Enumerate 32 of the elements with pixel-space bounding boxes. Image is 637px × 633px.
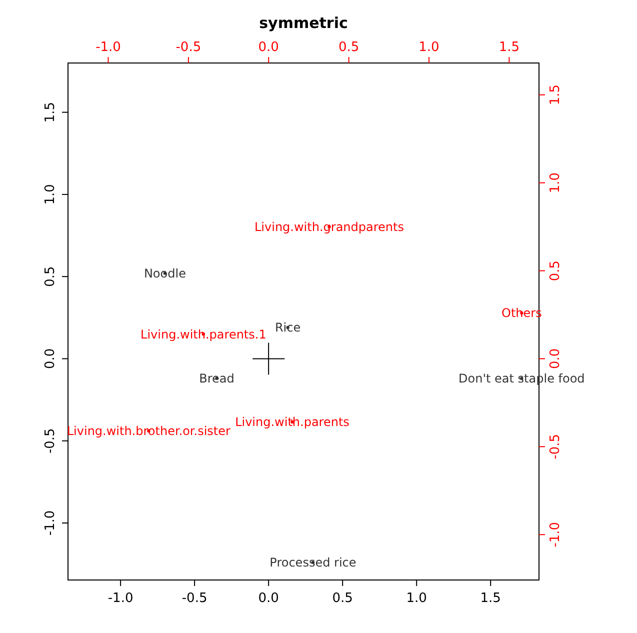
x-tick-label: 0.5 [332, 591, 353, 606]
x-tick-label: -1.0 [108, 591, 134, 606]
data-label: Processed rice [270, 556, 356, 570]
x2-tick-label: 0.0 [258, 40, 279, 55]
y-tick-label: 0.5 [43, 266, 58, 287]
y2-tick-label: 1.5 [548, 84, 563, 106]
x2-tick-label: -1.0 [96, 40, 121, 55]
y-tick-label: 0.0 [43, 348, 58, 370]
x2-tick-label: 1.0 [418, 40, 440, 55]
x-tick-label: -0.5 [182, 591, 208, 606]
data-label: Noodle [144, 266, 186, 280]
x-tick-label: 0.0 [258, 591, 279, 606]
data-label: Rice [274, 320, 301, 335]
data-label: Bread [199, 372, 234, 386]
chart-title: symmetric [259, 14, 348, 32]
y-tick-label: -1.0 [43, 510, 58, 536]
y2-tick-label: 0.5 [548, 260, 563, 282]
x2-tick-label: 1.5 [498, 40, 520, 55]
y2-tick-label: -1.0 [548, 522, 563, 548]
x-tick-label: 1.0 [406, 591, 427, 606]
y-tick-label: -0.5 [43, 428, 58, 454]
y2-tick-label: -0.5 [548, 434, 563, 460]
x2-tick-label: -0.5 [176, 40, 202, 55]
y-tick-label: 1.5 [43, 102, 58, 123]
y2-tick-label: 0.0 [548, 348, 563, 370]
y-tick-label: 1.0 [43, 184, 58, 205]
data-label: Living.with.grandparents [254, 220, 404, 234]
data-label: Living.with.parents [235, 415, 350, 430]
x-tick-label: 1.5 [480, 591, 501, 606]
x2-tick-label: 0.5 [338, 40, 360, 55]
data-label: Living.with.parents.1 [140, 327, 266, 342]
y2-tick-label: 1.0 [548, 172, 563, 194]
